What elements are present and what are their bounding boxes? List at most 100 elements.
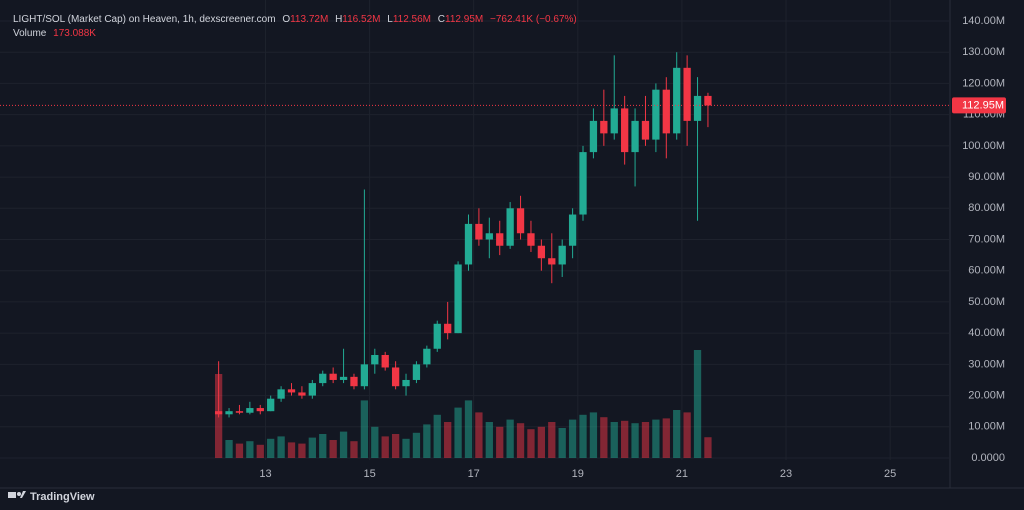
candle-body <box>225 411 233 415</box>
candle-body <box>214 411 223 415</box>
low-key: L <box>387 14 393 25</box>
candle-body <box>350 376 358 387</box>
candle-body <box>693 95 702 121</box>
candle-body <box>621 108 629 153</box>
candle-body <box>527 233 535 246</box>
volume-bar <box>350 441 358 458</box>
x-tick-label: 19 <box>572 468 584 480</box>
volume-bar <box>444 422 452 458</box>
candle-body <box>464 223 473 265</box>
volume-bar <box>308 437 316 458</box>
y-tick-label: 100.00M <box>962 140 1005 152</box>
volume-bar <box>496 426 504 458</box>
volume-bar <box>506 419 514 458</box>
candle-body <box>485 233 493 240</box>
candle-body <box>548 258 556 265</box>
y-tick-label: 60.00M <box>968 265 1005 277</box>
volume-bar <box>537 426 546 458</box>
high: 116.52M <box>342 14 380 25</box>
volume-bar <box>454 407 462 458</box>
volume-bar <box>568 419 577 458</box>
volume-bar <box>485 422 493 458</box>
candle-body <box>496 233 504 246</box>
brand: TradingView <box>30 491 95 503</box>
volume-bar <box>610 422 618 458</box>
y-tick-label: 40.00M <box>968 327 1005 339</box>
volume-bar <box>287 442 296 458</box>
candle-body <box>652 89 660 140</box>
candle-body <box>371 354 379 365</box>
y-tick-label: 10.00M <box>968 421 1005 433</box>
candle-body <box>454 264 462 334</box>
candle-body <box>402 379 410 387</box>
open: 113.72M <box>290 14 328 25</box>
low: 112.56M <box>393 14 431 25</box>
candle-body <box>641 120 650 140</box>
candle-body <box>579 152 587 215</box>
volume-bar <box>693 350 702 458</box>
volume-bar <box>548 422 556 458</box>
close: 112.95M <box>445 14 483 25</box>
candle-body <box>589 120 598 153</box>
candle-body <box>631 120 639 153</box>
y-tick-label: 20.00M <box>968 389 1005 401</box>
y-tick-label: 0.0000 <box>971 452 1005 464</box>
x-tick-label: 13 <box>259 468 271 480</box>
candle-body <box>506 208 514 246</box>
volume-bar <box>527 429 535 458</box>
volume-bar <box>371 426 379 458</box>
candle-body <box>256 408 264 412</box>
volume-key: Volume <box>13 28 47 39</box>
candle-body <box>287 389 296 393</box>
y-tick-label: 70.00M <box>968 233 1005 245</box>
volume-bar <box>475 412 483 458</box>
candle-body <box>339 376 348 380</box>
volume-bar <box>433 414 441 458</box>
candle-body <box>267 398 275 412</box>
volume-bar <box>652 419 660 458</box>
x-tick-label: 25 <box>884 468 896 480</box>
high-key: H <box>335 14 342 25</box>
volume-bar <box>631 423 639 458</box>
y-tick-label: 120.00M <box>962 77 1005 89</box>
candle-body <box>360 364 369 387</box>
x-tick-label: 23 <box>780 468 792 480</box>
candle-body <box>673 67 681 134</box>
candle-body <box>444 323 452 334</box>
candle-body <box>516 208 525 234</box>
candle-body <box>537 245 546 259</box>
volume-bar <box>381 436 389 458</box>
volume-bar <box>683 412 691 458</box>
plot <box>0 0 950 460</box>
candle-body <box>568 214 577 246</box>
volume-bar <box>391 434 400 458</box>
candle-body <box>246 408 254 413</box>
candle-body <box>704 95 712 106</box>
candle-body <box>433 323 441 349</box>
candle-body <box>319 373 327 384</box>
candle-body <box>423 348 431 365</box>
volume-bar <box>641 422 650 458</box>
candle-body <box>329 373 337 380</box>
y-tick-label: 130.00M <box>962 46 1005 58</box>
candle-body <box>298 392 306 396</box>
last-price-box <box>952 97 1006 114</box>
volume-bar <box>464 400 473 458</box>
close-key: C <box>438 14 445 25</box>
candle-body <box>683 67 691 121</box>
volume-bar <box>360 400 369 458</box>
candle-body <box>391 367 400 387</box>
volume-bar <box>319 434 327 458</box>
candle-body <box>600 120 608 134</box>
candle-body <box>662 89 670 134</box>
x-tick-label: 15 <box>363 468 375 480</box>
volume-bar <box>329 440 337 458</box>
candle-body <box>381 354 389 368</box>
volume-bar <box>277 436 285 458</box>
volume-bar <box>704 437 712 458</box>
candle-body <box>235 411 244 413</box>
last-price-label: 112.95M <box>962 99 1004 111</box>
volume-value: 173.088K <box>53 28 96 39</box>
y-tick-label: 30.00M <box>968 358 1005 370</box>
